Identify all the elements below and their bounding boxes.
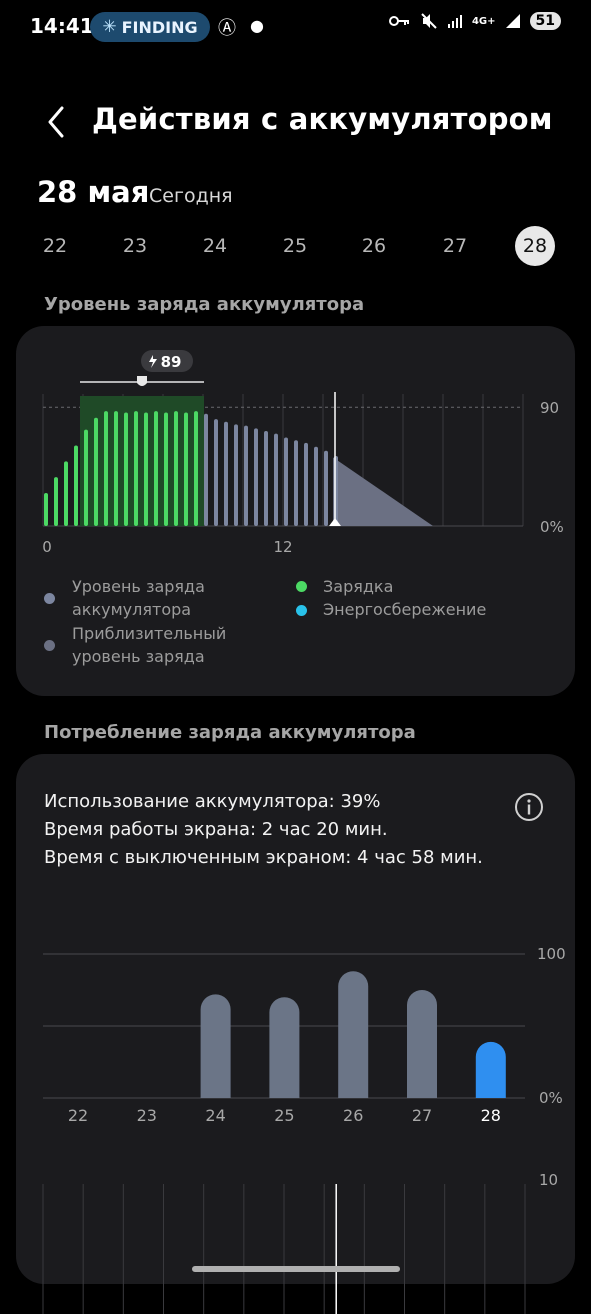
screen-on-time-text: Время работы экрана: 2 час 20 мин. xyxy=(44,819,388,840)
usage-bar xyxy=(475,1041,506,1098)
selected-date: 28 мая xyxy=(37,175,150,209)
day-27[interactable]: 27 xyxy=(442,235,468,257)
finding-label: FINDING xyxy=(121,17,198,37)
x-axis-label-25: 25 xyxy=(274,1106,294,1125)
back-icon[interactable] xyxy=(40,102,80,142)
charging-bar xyxy=(194,411,198,526)
x-axis-label-24: 24 xyxy=(205,1106,225,1125)
level-bar xyxy=(314,446,318,526)
level-bar xyxy=(304,442,308,526)
charging-bar xyxy=(174,411,178,526)
screen-off-time-text: Время с выключенным экраном: 4 час 58 ми… xyxy=(44,847,483,868)
level-bar xyxy=(224,421,228,526)
battery-level-section-title: Уровень заряда аккумулятора xyxy=(44,294,365,315)
y-axis-label-100: 100 xyxy=(537,945,566,963)
cell-signal-icon xyxy=(505,14,520,28)
legend-dot-level xyxy=(44,593,55,604)
day-26[interactable]: 26 xyxy=(361,235,387,257)
legend-dot-estimated xyxy=(44,640,55,651)
legend-dot-charging xyxy=(296,581,307,592)
info-icon[interactable] xyxy=(514,792,544,822)
day-24[interactable]: 24 xyxy=(202,235,228,257)
charging-bar xyxy=(64,461,68,526)
level-bar xyxy=(284,437,288,526)
network-type: 4G+ xyxy=(471,15,496,27)
current-time-marker xyxy=(329,518,341,526)
finding-star-icon: ✳ xyxy=(102,17,117,37)
status-time: 14:41 xyxy=(30,14,94,38)
notification-dot-icon: ● xyxy=(250,16,264,35)
level-bar xyxy=(244,425,248,526)
level-bar xyxy=(274,433,278,526)
home-indicator[interactable] xyxy=(192,1266,400,1272)
charge-peak-value: 89 xyxy=(161,353,182,371)
shield-icon xyxy=(137,376,147,386)
usage-bar xyxy=(407,990,437,1098)
day-23[interactable]: 23 xyxy=(122,235,148,257)
legend-label-estimated: Приблизительный уровень заряда xyxy=(72,624,227,666)
battery-level-card: 89 90 0% 0 12 Уровень заряда аккумулятора За… xyxy=(16,326,575,696)
legend-label-level: Уровень заряда аккумулятора xyxy=(72,577,205,619)
day-25[interactable]: 25 xyxy=(282,235,308,257)
level-bar xyxy=(264,430,268,526)
lower-chart-label-10: 10 xyxy=(539,1171,558,1189)
charging-bar xyxy=(74,445,78,526)
level-bar xyxy=(324,450,328,526)
x-axis-label-27: 27 xyxy=(412,1106,432,1125)
charging-bar xyxy=(94,417,98,526)
x-axis-label-22: 22 xyxy=(68,1106,88,1125)
usage-bar xyxy=(200,994,231,1098)
charging-bar xyxy=(164,412,168,526)
x-axis-label-28: 28 xyxy=(481,1106,501,1125)
wifi-signal-icon xyxy=(447,15,462,28)
consumption-section-title: Потребление заряда аккумулятора xyxy=(44,722,416,743)
legend-label-charging: Зарядка xyxy=(323,577,394,596)
battery-usage-text: Использование аккумулятора: 39% xyxy=(44,791,381,812)
bolt-icon xyxy=(149,355,157,368)
usage-bar xyxy=(269,997,300,1098)
status-icons: 4G+ 51 xyxy=(388,12,561,30)
level-bar xyxy=(214,419,218,526)
charging-bar xyxy=(154,411,158,526)
x-axis-label-12: 12 xyxy=(273,538,292,556)
charging-bar xyxy=(144,412,148,526)
daily-usage-chart[interactable]: 100 0% 22 23 24 25 26 27 28 10 xyxy=(16,934,575,1314)
legend-label-power-saving: Энергосбережение xyxy=(323,600,487,619)
finding-pill[interactable]: ✳ FINDING xyxy=(90,12,210,42)
charging-bar xyxy=(84,429,88,526)
x-axis-label-0: 0 xyxy=(42,538,52,556)
y-axis-label-0: 0% xyxy=(539,1089,563,1107)
charging-band xyxy=(80,396,204,526)
charging-bar xyxy=(44,493,48,526)
day-selector: 22 23 24 25 26 27 28 xyxy=(0,226,591,270)
usage-bar xyxy=(338,971,369,1098)
x-axis-label-26: 26 xyxy=(343,1106,363,1125)
battery-badge: 51 xyxy=(529,12,561,30)
charging-bar xyxy=(104,411,108,526)
day-22[interactable]: 22 xyxy=(42,235,68,257)
day-28[interactable]: 28 xyxy=(515,226,555,266)
estimated-level-area xyxy=(333,457,433,526)
level-bar xyxy=(204,413,208,526)
legend-dot-power-saving xyxy=(296,605,307,616)
charging-bar xyxy=(54,477,58,526)
anarchy-icon: Ⓐ xyxy=(218,18,236,39)
charging-bar xyxy=(114,411,118,526)
consumption-card: Использование аккумулятора: 39% Время ра… xyxy=(16,754,575,1314)
date-relative-label: Сегодня xyxy=(149,185,233,207)
charging-bar xyxy=(124,412,128,526)
level-bar xyxy=(254,428,258,526)
y-axis-label-0: 0% xyxy=(540,518,564,536)
key-icon xyxy=(388,16,409,26)
charging-bar xyxy=(134,411,138,526)
battery-level-chart[interactable]: 89 90 0% 0 12 xyxy=(16,326,575,556)
charging-bar xyxy=(184,412,188,526)
level-bar xyxy=(234,424,238,526)
charge-peak-badge xyxy=(141,350,193,372)
mute-icon xyxy=(421,13,437,29)
level-bar xyxy=(294,440,298,526)
x-axis-label-23: 23 xyxy=(137,1106,157,1125)
y-axis-label-90: 90 xyxy=(540,399,559,417)
page-title: Действия с аккумулятором xyxy=(92,102,553,136)
